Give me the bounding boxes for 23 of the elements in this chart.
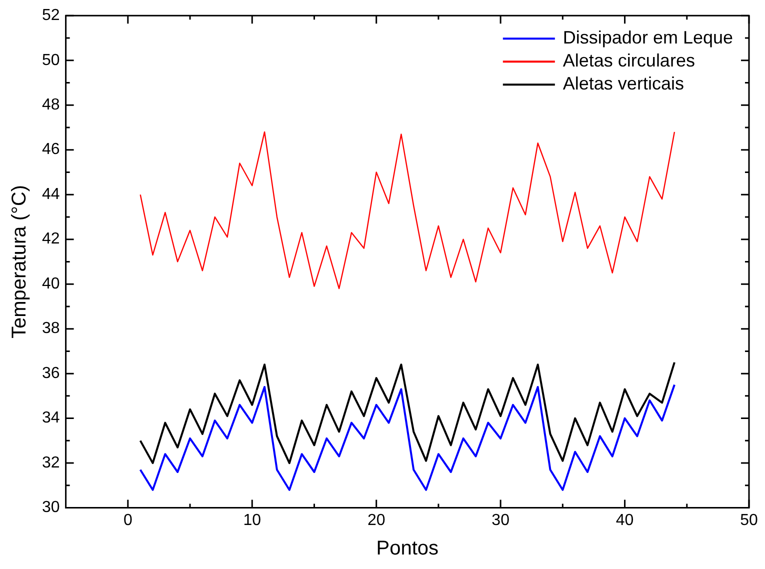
- legend-label: Aletas verticais: [562, 74, 684, 94]
- y-tick-label: 42: [42, 230, 60, 248]
- y-tick-label: 30: [42, 499, 60, 516]
- y-tick-label: 40: [42, 275, 60, 292]
- legend-label: Aletas circulares: [562, 50, 695, 71]
- x-tick-label: 20: [367, 512, 386, 529]
- y-axis-title: Temperatura (°C): [8, 184, 31, 338]
- y-tick-label: 34: [42, 410, 60, 427]
- x-axis-title: Pontos: [376, 538, 439, 560]
- x-tick-label: 10: [243, 512, 262, 529]
- y-tick-label: 32: [42, 454, 60, 472]
- x-tick-label: 50: [740, 512, 758, 529]
- y-tick-label: 52: [42, 7, 60, 24]
- y-tick-label: 46: [42, 141, 60, 158]
- y-tick-label: 38: [42, 320, 60, 338]
- y-tick-label: 50: [42, 52, 60, 69]
- x-tick-label: 40: [616, 512, 634, 529]
- y-tick-label: 36: [42, 364, 60, 382]
- x-tick-label: 30: [492, 512, 510, 529]
- legend-label: Dissipador em Leque: [562, 28, 734, 48]
- x-tick-label: 0: [123, 512, 132, 529]
- y-tick-label: 48: [42, 96, 60, 114]
- y-tick-label: 44: [42, 186, 60, 203]
